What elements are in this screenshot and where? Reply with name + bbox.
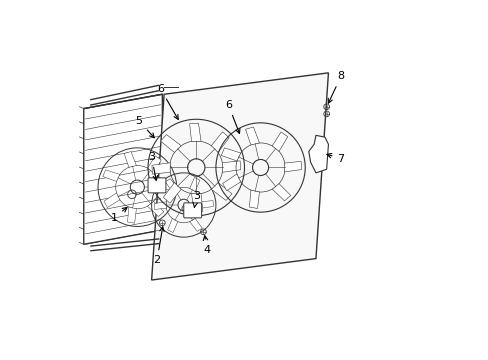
- Polygon shape: [272, 132, 287, 151]
- Polygon shape: [245, 127, 259, 145]
- Polygon shape: [104, 193, 120, 207]
- Text: 4: 4: [203, 236, 210, 255]
- Polygon shape: [158, 182, 173, 191]
- Polygon shape: [124, 152, 136, 167]
- Text: 1: 1: [110, 207, 127, 222]
- Text: 5: 5: [135, 116, 154, 138]
- FancyBboxPatch shape: [148, 178, 165, 193]
- Polygon shape: [222, 161, 240, 172]
- Polygon shape: [221, 148, 240, 161]
- Polygon shape: [147, 156, 161, 173]
- Polygon shape: [154, 202, 166, 210]
- Polygon shape: [249, 190, 259, 208]
- Polygon shape: [211, 132, 229, 152]
- Text: 3: 3: [148, 152, 157, 180]
- Text: 6: 6: [157, 84, 178, 120]
- Text: 3: 3: [192, 191, 200, 207]
- Polygon shape: [151, 73, 328, 280]
- Polygon shape: [222, 174, 240, 191]
- FancyBboxPatch shape: [183, 203, 201, 218]
- Text: 8: 8: [327, 71, 344, 103]
- Polygon shape: [167, 219, 178, 233]
- Polygon shape: [189, 219, 202, 231]
- Polygon shape: [191, 194, 203, 212]
- Polygon shape: [211, 183, 231, 201]
- Polygon shape: [284, 161, 301, 172]
- Polygon shape: [308, 135, 328, 173]
- Polygon shape: [165, 179, 178, 192]
- Polygon shape: [127, 207, 136, 223]
- Polygon shape: [152, 163, 170, 174]
- Text: 7: 7: [326, 153, 344, 163]
- Polygon shape: [272, 184, 290, 201]
- Polygon shape: [189, 123, 201, 141]
- Polygon shape: [160, 135, 181, 152]
- Text: 2: 2: [153, 227, 164, 265]
- Polygon shape: [102, 170, 120, 181]
- Polygon shape: [163, 183, 181, 203]
- Polygon shape: [189, 177, 200, 192]
- Polygon shape: [147, 201, 163, 216]
- Text: 6: 6: [224, 100, 240, 134]
- Polygon shape: [83, 94, 162, 244]
- Polygon shape: [201, 201, 213, 208]
